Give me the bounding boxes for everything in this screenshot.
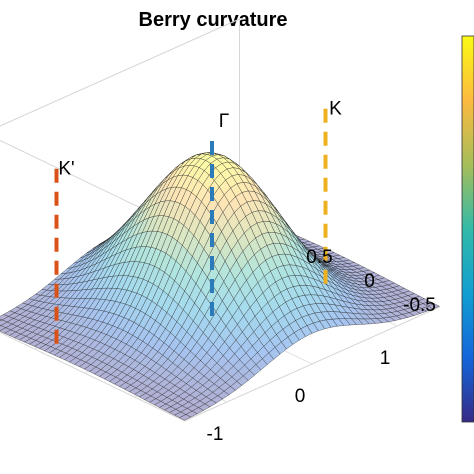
surface-mesh <box>0 152 441 421</box>
colorbar <box>461 35 474 423</box>
y-tick-label: -0.5 <box>403 295 436 316</box>
y-tick-label: 0.5 <box>306 247 332 268</box>
x-tick-label: 1 <box>380 348 391 369</box>
marker-label: Γ <box>219 111 229 132</box>
grid-line <box>0 18 240 127</box>
colorbar-scale <box>461 35 474 423</box>
surface-patch <box>427 303 441 310</box>
marker-label: K' <box>58 159 74 180</box>
x-tick-label: -1 <box>207 424 224 445</box>
x-tick-label: 0 <box>295 386 306 407</box>
chart-title: Berry curvature <box>139 9 288 31</box>
axis-ticks: -1 0 1 -0.5 0 0.5 <box>207 247 436 445</box>
y-tick-label: 0 <box>364 271 375 292</box>
marker-label: K <box>329 99 342 120</box>
high-symmetry-markers: K' Γ K <box>54 99 342 344</box>
